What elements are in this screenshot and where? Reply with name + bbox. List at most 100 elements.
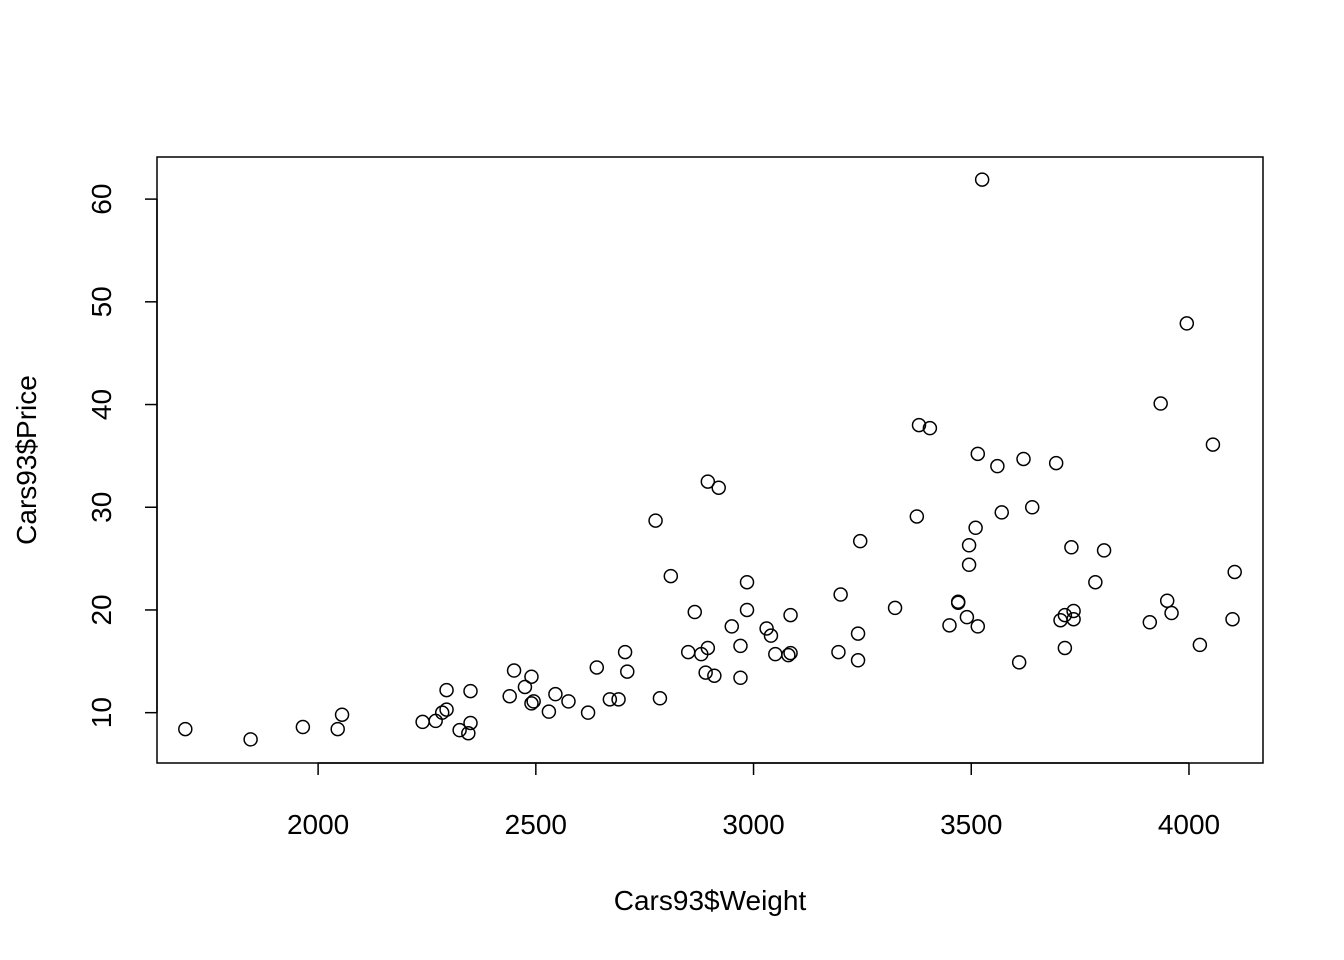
- y-tick-label: 50: [86, 286, 117, 317]
- data-point: [961, 538, 977, 553]
- data-point: [887, 600, 903, 616]
- data-point: [439, 702, 454, 717]
- data-point: [850, 653, 866, 668]
- data-point: [1057, 607, 1073, 623]
- data-point: [178, 721, 193, 737]
- data-point: [1064, 540, 1079, 555]
- data-point: [1153, 396, 1168, 411]
- data-point: [942, 618, 957, 633]
- data-point: [434, 705, 450, 720]
- data-point: [580, 705, 596, 720]
- data-point: [1011, 655, 1027, 670]
- data-point: [1164, 605, 1179, 621]
- data-point: [461, 725, 476, 741]
- data-point: [831, 644, 846, 660]
- x-tick-label: 2500: [505, 809, 567, 840]
- data-point: [428, 713, 443, 729]
- data-point: [739, 574, 755, 590]
- y-axis-title: Cars93$Price: [11, 375, 42, 545]
- data-point: [1024, 499, 1040, 515]
- data-point: [1096, 543, 1112, 558]
- data-point: [330, 721, 345, 737]
- data-point: [700, 474, 716, 489]
- data-point: [295, 719, 311, 735]
- data-point: [589, 660, 605, 675]
- data-point: [733, 670, 748, 685]
- x-tick-label: 4000: [1158, 809, 1220, 840]
- data-point: [724, 619, 740, 634]
- data-point: [561, 694, 576, 709]
- data-point: [833, 587, 848, 602]
- data-point: [415, 714, 430, 730]
- data-point: [994, 505, 1009, 520]
- data-point: [502, 688, 517, 704]
- data-point: [783, 607, 798, 623]
- x-tick-label: 2000: [287, 809, 349, 840]
- data-point: [974, 172, 990, 187]
- data-point: [1205, 437, 1221, 452]
- data-point: [1225, 611, 1240, 627]
- data-point: [452, 722, 467, 738]
- data-points: [178, 172, 1242, 747]
- data-point: [1227, 564, 1242, 580]
- x-axis: 2000 2500 3000 3500 4000: [287, 762, 1220, 840]
- x-tick-label: 3500: [940, 809, 1002, 840]
- data-point: [990, 458, 1005, 474]
- data-point: [700, 640, 716, 656]
- data-point: [517, 679, 533, 695]
- data-point: [526, 694, 541, 709]
- data-point: [707, 668, 722, 683]
- data-point: [463, 715, 478, 731]
- y-axis: 10 20 30 40 50 60: [86, 184, 158, 728]
- data-point: [439, 682, 454, 698]
- data-point: [850, 626, 866, 641]
- data-point: [950, 594, 966, 609]
- data-point: [970, 619, 986, 634]
- data-point: [768, 646, 783, 662]
- data-point: [852, 533, 868, 549]
- data-point: [909, 509, 925, 524]
- data-point: [1179, 316, 1195, 331]
- data-point: [970, 446, 986, 462]
- data-point: [711, 480, 726, 495]
- data-point: [1192, 637, 1208, 653]
- data-point: [620, 664, 635, 679]
- data-point: [1057, 640, 1073, 656]
- data-point: [1066, 603, 1081, 619]
- data-point: [524, 696, 539, 711]
- data-point: [548, 686, 563, 702]
- y-tick-label: 20: [86, 594, 117, 625]
- data-point: [922, 420, 938, 436]
- data-point: [1159, 593, 1175, 608]
- data-point: [1048, 455, 1064, 471]
- data-point: [759, 621, 774, 636]
- data-point: [1088, 574, 1103, 590]
- data-point: [911, 417, 927, 433]
- data-point: [463, 683, 478, 699]
- data-point: [611, 692, 626, 707]
- data-point: [1016, 451, 1031, 467]
- data-point: [739, 602, 755, 618]
- data-point: [506, 663, 522, 678]
- data-point: [617, 644, 633, 660]
- data-point: [1142, 615, 1158, 630]
- data-point: [541, 704, 557, 719]
- data-point: [733, 638, 748, 654]
- data-point: [959, 609, 975, 625]
- x-axis-title: Cars93$Weight: [614, 885, 807, 916]
- data-point: [687, 604, 703, 620]
- y-tick-label: 40: [86, 389, 117, 420]
- y-tick-label: 30: [86, 492, 117, 523]
- data-point: [334, 707, 350, 722]
- data-point: [968, 520, 983, 536]
- y-tick-label: 10: [86, 697, 117, 728]
- data-point: [243, 732, 258, 747]
- y-tick-label: 60: [86, 184, 117, 215]
- plot-frame: [156, 156, 1264, 764]
- data-point: [698, 665, 713, 680]
- data-point: [652, 691, 668, 706]
- x-tick-label: 3000: [722, 809, 784, 840]
- data-point: [524, 669, 539, 684]
- data-point: [680, 644, 696, 660]
